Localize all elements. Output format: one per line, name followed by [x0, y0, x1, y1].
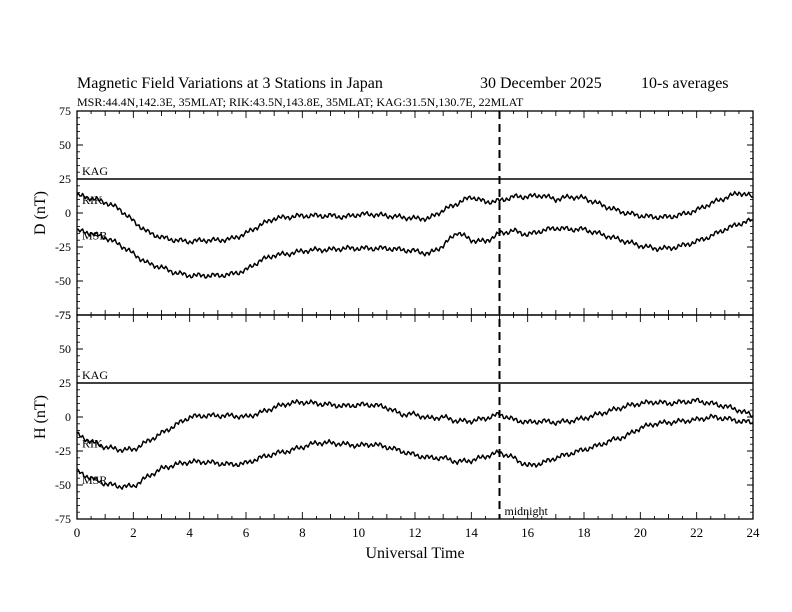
h-ytick-label: 25 — [59, 376, 71, 390]
h-ytick-label: -75 — [55, 512, 71, 526]
xtick-label: 2 — [130, 525, 137, 540]
x-axis-title: Universal Time — [365, 545, 464, 562]
stations-info: MSR:44.4N,142.3E, 35MLAT; RIK:43.5N,143.… — [77, 95, 524, 109]
xtick-label: 8 — [299, 525, 306, 540]
xtick-label: 0 — [74, 525, 81, 540]
xtick-label: 20 — [634, 525, 647, 540]
d-y-axis-title: D (nT) — [32, 191, 49, 235]
d-ytick-label: -25 — [55, 240, 71, 254]
d-panel: 75 50 25 0 -25 -50 -75 KAG D (nT) RIK MSR — [32, 104, 754, 322]
d-ytick-label: -50 — [55, 274, 71, 288]
d-ytick-label: 0 — [65, 206, 71, 220]
xtick-label: 6 — [243, 525, 250, 540]
d-rik-trace — [76, 190, 754, 245]
h-ytick-label: 50 — [59, 342, 71, 356]
h-rik-trace — [76, 397, 754, 454]
d-ytick-label: 50 — [59, 138, 71, 152]
averaging-label: 10-s averages — [641, 75, 729, 92]
h-ytick-label: 0 — [65, 410, 71, 424]
h-ytick-label: -25 — [55, 444, 71, 458]
xtick-label: 4 — [186, 525, 193, 540]
chart-title: Magnetic Field Variations at 3 Stations … — [77, 75, 383, 92]
xtick-label: 12 — [409, 525, 422, 540]
xtick-label: 16 — [521, 525, 535, 540]
h-panel-frame — [76, 314, 754, 520]
d-msr-trace — [76, 217, 754, 279]
xtick-label: 14 — [465, 525, 479, 540]
xtick-label: 10 — [352, 525, 365, 540]
xtick-label: 24 — [747, 525, 761, 540]
d-kag-label: KAG — [82, 164, 108, 178]
h-kag-label: KAG — [82, 368, 108, 382]
h-msr-trace — [76, 413, 754, 490]
d-ytick-label: -75 — [55, 308, 71, 322]
d-rik-label: RIK — [82, 193, 103, 207]
midnight-label: midnight — [505, 504, 549, 518]
d-ytick-label: 25 — [59, 172, 71, 186]
d-ytick-label: 75 — [59, 104, 71, 118]
chart-date: 30 December 2025 — [480, 75, 602, 92]
h-msr-label: MSR — [82, 473, 107, 487]
xtick-label: 22 — [690, 525, 703, 540]
h-ytick-label: 75 — [59, 308, 71, 322]
h-y-axis-title: H (nT) — [32, 395, 49, 439]
h-rik-label: RIK — [82, 436, 103, 450]
d-msr-label: MSR — [82, 228, 107, 242]
xtick-label: 18 — [578, 525, 591, 540]
d-panel-frame — [76, 110, 754, 316]
h-ytick-label: -50 — [55, 478, 71, 492]
